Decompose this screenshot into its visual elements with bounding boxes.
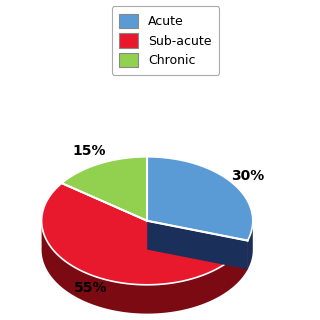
Polygon shape [62,157,147,221]
Text: 55%: 55% [74,281,108,295]
Polygon shape [42,222,248,314]
Polygon shape [147,221,248,269]
Polygon shape [147,157,253,241]
Polygon shape [42,183,248,285]
Polygon shape [147,221,248,269]
Legend: Acute, Sub-acute, Chronic: Acute, Sub-acute, Chronic [112,6,219,75]
Text: 30%: 30% [231,169,265,183]
Polygon shape [248,221,253,269]
Text: 15%: 15% [72,144,106,158]
